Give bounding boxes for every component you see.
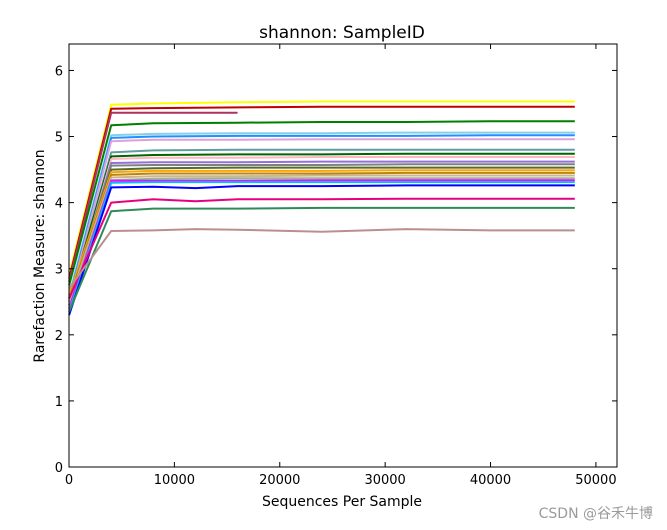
series-line-19 xyxy=(68,181,575,313)
y-tick-label: 4 xyxy=(55,197,63,212)
series-line-13 xyxy=(68,166,575,299)
x-tick-label: 0 xyxy=(65,473,73,488)
axes-layer: 0 10000 20000 30000 40000 50000 0 1 2 3 4 5 6 xyxy=(55,43,618,488)
x-axis-label: Sequences Per Sample xyxy=(262,494,422,510)
y-axis-label: Rarefaction Measure: shannon xyxy=(32,149,48,362)
series-line-8 xyxy=(68,148,575,306)
series-line-14 xyxy=(68,169,575,296)
series-layer xyxy=(68,100,575,316)
series-line-15 xyxy=(68,171,575,299)
watermark: CSDN @谷禾牛博 xyxy=(538,506,653,522)
series-line-5 xyxy=(68,131,575,296)
series-line-6 xyxy=(68,134,575,299)
x-tick-label: 50000 xyxy=(575,473,616,488)
series-line-22 xyxy=(68,206,575,313)
series-line-10 xyxy=(68,156,575,309)
series-line-18 xyxy=(68,179,575,309)
x-tick-label: 30000 xyxy=(364,473,405,488)
y-tick-label: 6 xyxy=(55,64,63,79)
series-line-4 xyxy=(68,120,575,286)
y-tick-label: 1 xyxy=(55,395,63,410)
series-line-9 xyxy=(68,152,575,303)
series-line-2 xyxy=(68,105,575,279)
x-tick-label: 40000 xyxy=(470,473,511,488)
y-tick-label: 2 xyxy=(55,329,63,344)
x-tick-label: 20000 xyxy=(259,473,300,488)
series-line-21 xyxy=(68,197,575,299)
plot-frame xyxy=(68,43,618,468)
chart-title: shannon: SampleID xyxy=(259,23,425,43)
y-tick-label: 5 xyxy=(55,131,63,146)
series-line-11 xyxy=(68,160,575,306)
series-line-12 xyxy=(68,163,575,303)
series-line-20 xyxy=(68,184,575,316)
y-tick-label: 0 xyxy=(55,461,63,476)
series-line-1 xyxy=(68,100,575,276)
y-tick-label: 3 xyxy=(55,263,63,278)
x-tick-label: 10000 xyxy=(154,473,195,488)
series-line-23 xyxy=(68,228,575,290)
series-line-3 xyxy=(68,111,238,283)
series-line-16 xyxy=(68,174,575,303)
series-line-7 xyxy=(68,138,575,303)
